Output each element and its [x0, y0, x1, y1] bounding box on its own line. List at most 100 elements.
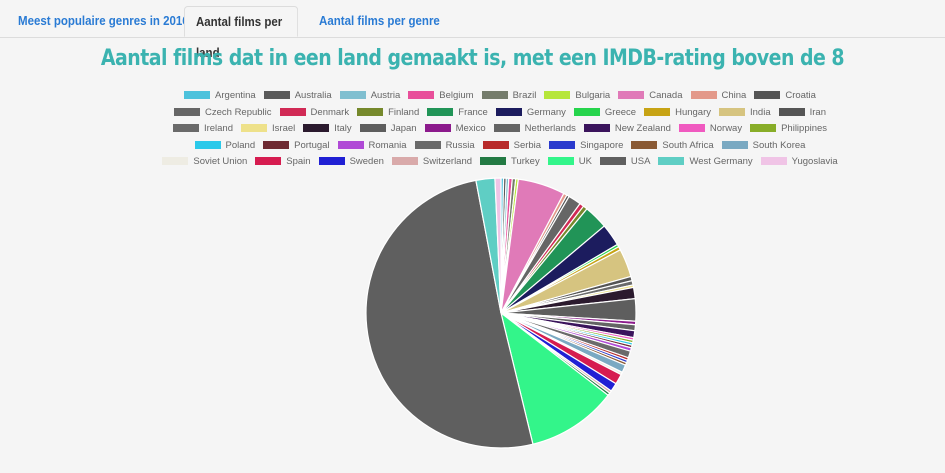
legend-label: Netherlands: [524, 123, 576, 135]
pie-slice-yugoslavia[interactable]: [494, 177, 502, 314]
legend-item[interactable]: Philippines: [750, 121, 827, 138]
tab-aantal-films-per-land[interactable]: Aantal films per land: [184, 6, 299, 60]
legend-label: Austria: [370, 90, 401, 101]
legend-item[interactable]: Yugoslavia: [760, 154, 838, 171]
legend-swatch: [549, 140, 576, 149]
legend-item[interactable]: Brazil: [481, 88, 537, 105]
legend-item[interactable]: Bulgaria: [544, 88, 610, 105]
legend-item[interactable]: South Korea: [721, 138, 805, 155]
legend-item[interactable]: Sweden: [318, 154, 384, 171]
legend-swatch: [493, 124, 520, 133]
legend-item[interactable]: Netherlands: [493, 121, 576, 138]
legend-item[interactable]: Iran: [778, 105, 826, 122]
legend-item[interactable]: Serbia: [482, 138, 541, 155]
legend-label: UK: [578, 156, 592, 168]
legend-item[interactable]: USA: [599, 154, 651, 171]
legend-swatch: [750, 124, 777, 133]
legend-item[interactable]: Mexico: [424, 121, 486, 138]
legend-label: Yugoslavia: [791, 156, 838, 168]
legend-label: Denmark: [310, 106, 350, 118]
legend-swatch: [573, 107, 600, 116]
legend-item[interactable]: Switzerland: [391, 154, 473, 171]
legend-item[interactable]: Portugal: [263, 138, 330, 155]
legend-swatch: [184, 91, 211, 99]
legend-swatch: [754, 91, 781, 99]
legend-label: Germany: [526, 106, 566, 118]
legend-swatch: [678, 124, 705, 133]
legend-item[interactable]: Greece: [573, 105, 636, 122]
legend-label: Norway: [709, 123, 743, 135]
legend-label: Brazil: [512, 90, 537, 101]
legend-item[interactable]: Canada: [618, 88, 683, 105]
legend-item[interactable]: Finland: [357, 105, 419, 122]
legend-label: Australia: [294, 90, 332, 101]
legend-item[interactable]: Czech Republic: [174, 105, 272, 122]
legend-swatch: [162, 157, 189, 166]
legend-item[interactable]: Singapore: [549, 138, 623, 155]
legend-label: South Africa: [662, 139, 714, 151]
legend-label: Belgium: [439, 90, 474, 101]
legend-label: Philippines: [781, 123, 828, 135]
legend-label: Poland: [225, 139, 256, 151]
legend-label: Ireland: [203, 123, 234, 135]
legend-label: Iran: [809, 106, 826, 118]
legend-item[interactable]: Soviet Union: [162, 154, 247, 171]
pie-slice-usa[interactable]: [365, 179, 534, 449]
tab-aantal-films-per-genre[interactable]: Aantal films per genre: [319, 14, 440, 28]
legend-item[interactable]: Italy: [303, 121, 352, 138]
legend-label: Singapore: [580, 139, 624, 151]
legend-item[interactable]: Germany: [495, 105, 566, 122]
legend-item[interactable]: Israel: [241, 121, 295, 138]
legend-item[interactable]: China: [690, 88, 747, 105]
legend-label: USA: [630, 156, 651, 168]
legend-item[interactable]: Ireland: [172, 121, 234, 138]
legend-label: Turkey: [511, 156, 540, 168]
legend-item[interactable]: Croatia: [754, 88, 816, 105]
legend-item[interactable]: Denmark: [279, 105, 350, 122]
legend-item[interactable]: South Africa: [631, 138, 714, 155]
legend-swatch: [583, 124, 610, 133]
pie-slice-uk[interactable]: [500, 311, 609, 445]
chart-title: Aantal films dat in een land gemaakt is,…: [100, 46, 845, 71]
legend-swatch: [482, 140, 509, 149]
legend-item[interactable]: Romania: [337, 138, 407, 155]
legend-label: Canada: [649, 90, 683, 101]
legend-label: Switzerland: [422, 156, 473, 168]
legend-label: Argentina: [215, 90, 256, 101]
legend-label: France: [458, 106, 488, 118]
legend-swatch: [778, 107, 805, 116]
chart-legend: Argentina Australia Austria Belgium Brazil Bu…: [150, 88, 850, 171]
legend-label: Portugal: [294, 139, 330, 151]
legend-label: Japan: [390, 123, 417, 135]
legend-item[interactable]: France: [427, 105, 488, 122]
legend-item[interactable]: Spain: [255, 154, 311, 171]
legend-swatch: [721, 140, 748, 149]
legend-swatch: [303, 124, 330, 133]
legend-item[interactable]: Japan: [359, 121, 417, 138]
legend-item[interactable]: Norway: [678, 121, 743, 138]
legend-swatch: [544, 91, 571, 99]
legend-swatch: [644, 107, 671, 116]
legend-swatch: [263, 91, 290, 99]
legend-item[interactable]: Austria: [339, 88, 401, 105]
legend-swatch: [255, 157, 282, 166]
legend-label: China: [721, 90, 747, 101]
legend-item[interactable]: Hungary: [644, 105, 711, 122]
legend-item[interactable]: New Zealand: [583, 121, 671, 138]
legend-swatch: [414, 140, 441, 149]
legend-label: Mexico: [455, 123, 486, 135]
legend-item[interactable]: Turkey: [480, 154, 540, 171]
legend-item[interactable]: Poland: [194, 138, 256, 155]
tab-meest-populaire-genres[interactable]: Meest populaire genres in 2016: [18, 14, 189, 28]
legend-item[interactable]: Russia: [414, 138, 475, 155]
legend-item[interactable]: Australia: [263, 88, 332, 105]
legend-label: Russia: [445, 139, 475, 151]
legend-item[interactable]: India: [719, 105, 771, 122]
legend-item[interactable]: Argentina: [184, 88, 256, 105]
legend-swatch: [318, 157, 345, 166]
legend-item[interactable]: West Germany: [658, 154, 753, 171]
legend-item[interactable]: Belgium: [408, 88, 474, 105]
legend-swatch: [495, 107, 522, 116]
legend-label: Israel: [272, 123, 296, 135]
legend-item[interactable]: UK: [547, 154, 592, 171]
